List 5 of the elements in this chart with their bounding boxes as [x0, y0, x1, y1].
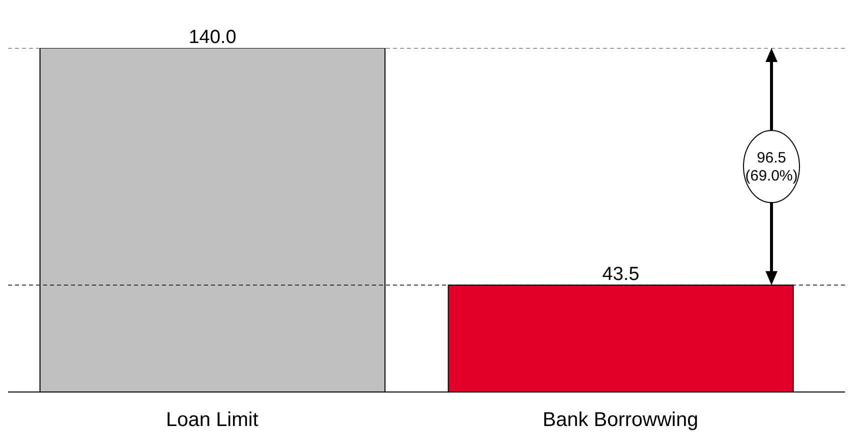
x-tick-label: Bank Borrowwing — [542, 409, 698, 432]
data-label: 43.5 — [602, 264, 640, 286]
data-label: 140.0 — [188, 27, 236, 48]
x-tick-label: Loan Limit — [166, 409, 259, 432]
annotation: 96.5 (69.0%) — [745, 150, 798, 185]
